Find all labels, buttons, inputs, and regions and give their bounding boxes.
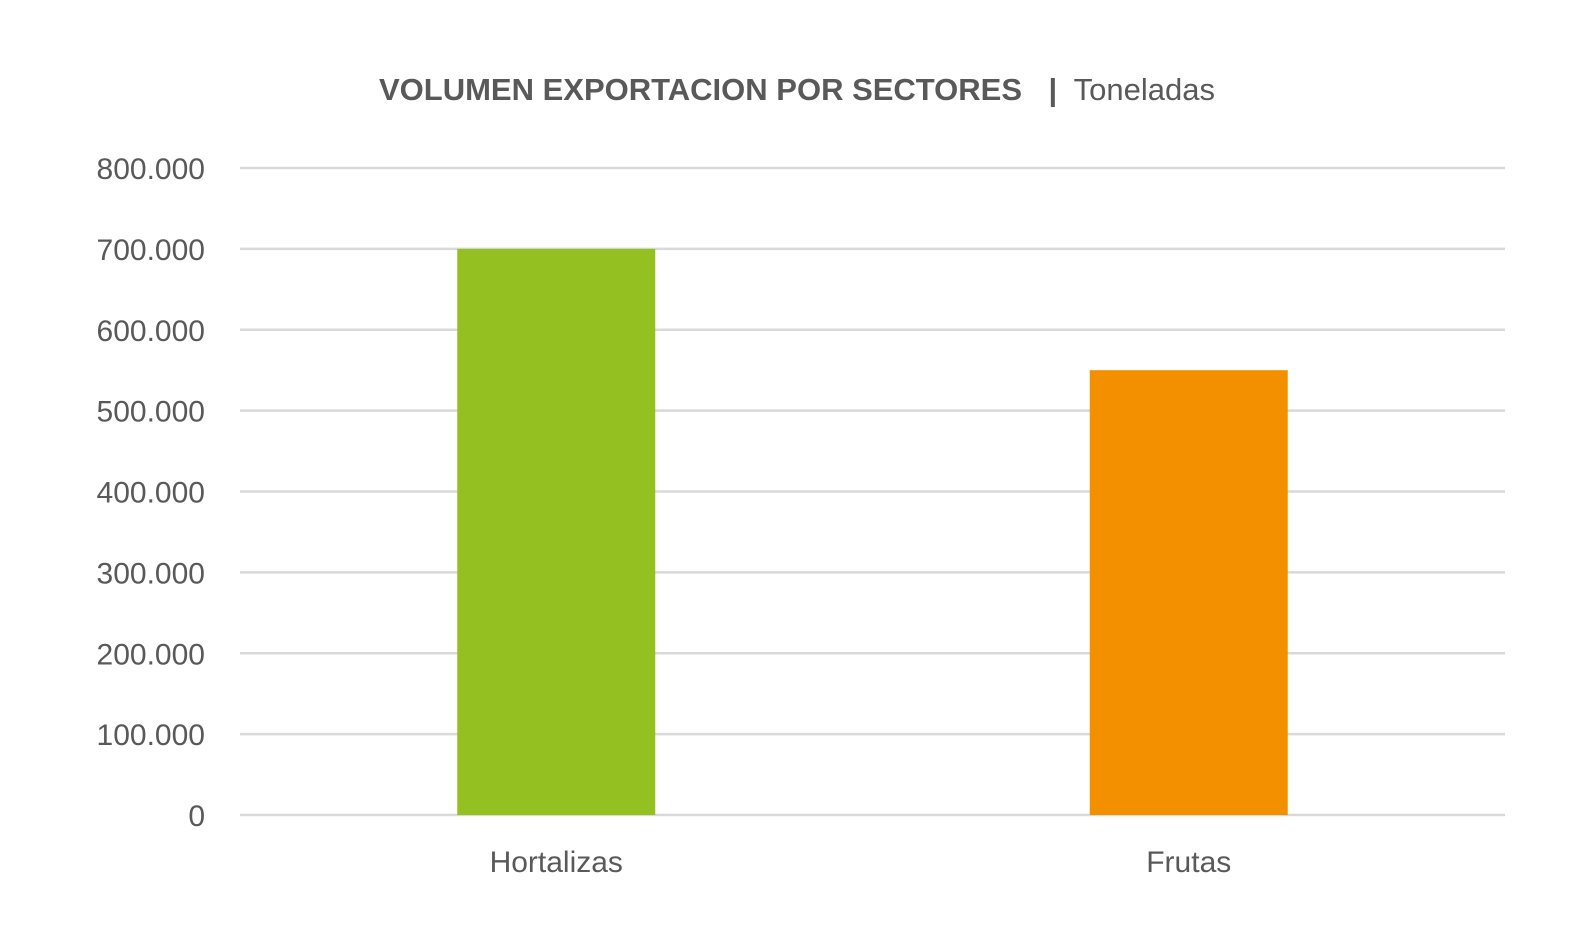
- x-axis-category-labels: Hortalizas Frutas: [490, 846, 1232, 879]
- bar-frutas: [1089, 370, 1288, 815]
- y-tick-label: 600.000: [97, 315, 205, 348]
- y-tick-label: 100.000: [97, 719, 205, 752]
- chart-title-main: VOLUMEN EXPORTACION POR SECTORES: [379, 72, 1022, 107]
- gridlines: [240, 166, 1505, 817]
- y-tick-label: 800.000: [97, 153, 205, 186]
- y-tick-label: 500.000: [97, 396, 205, 429]
- chart-subtitle: Toneladas: [1074, 72, 1215, 107]
- y-tick-label: 200.000: [97, 638, 205, 671]
- bars: [457, 248, 1288, 815]
- y-tick-label: 400.000: [97, 477, 205, 510]
- chart-title-separator: |: [1049, 72, 1058, 107]
- x-category-label: Frutas: [1146, 846, 1231, 879]
- y-tick-label: 300.000: [97, 557, 205, 590]
- chart-title: VOLUMEN EXPORTACION POR SECTORES | Tonel…: [379, 72, 1215, 107]
- bar-hortalizas: [457, 248, 656, 815]
- y-axis-tick-labels: 0 100.000 200.000 300.000 400.000 500.000 600.…: [97, 153, 205, 833]
- y-tick-label: 700.000: [97, 234, 205, 267]
- y-tick-label: 0: [188, 800, 205, 833]
- x-category-label: Hortalizas: [490, 846, 623, 879]
